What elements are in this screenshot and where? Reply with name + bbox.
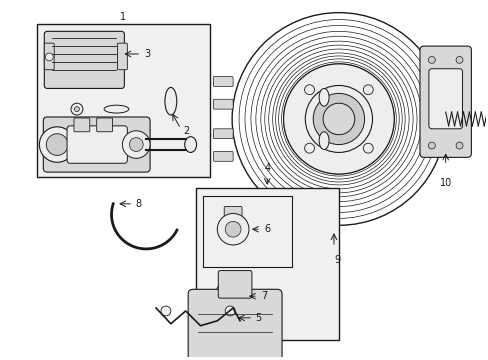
Text: 10: 10 bbox=[439, 178, 451, 188]
Text: 9: 9 bbox=[333, 255, 339, 265]
Circle shape bbox=[39, 127, 75, 162]
FancyBboxPatch shape bbox=[43, 117, 150, 172]
FancyBboxPatch shape bbox=[117, 43, 127, 70]
Text: 3: 3 bbox=[144, 49, 150, 59]
Circle shape bbox=[305, 85, 372, 152]
FancyBboxPatch shape bbox=[74, 118, 90, 132]
Text: 7: 7 bbox=[260, 291, 266, 301]
Circle shape bbox=[46, 134, 68, 156]
FancyBboxPatch shape bbox=[218, 271, 251, 298]
Circle shape bbox=[363, 143, 372, 153]
FancyBboxPatch shape bbox=[97, 118, 112, 132]
Circle shape bbox=[122, 131, 150, 158]
Circle shape bbox=[323, 103, 354, 135]
FancyBboxPatch shape bbox=[224, 207, 242, 219]
Circle shape bbox=[215, 278, 250, 314]
Bar bbox=[203, 196, 292, 267]
Circle shape bbox=[220, 283, 245, 309]
FancyBboxPatch shape bbox=[213, 77, 233, 86]
Text: 1: 1 bbox=[120, 12, 126, 22]
FancyBboxPatch shape bbox=[44, 31, 124, 89]
FancyBboxPatch shape bbox=[213, 129, 233, 139]
FancyBboxPatch shape bbox=[213, 152, 233, 161]
Bar bbox=[195, 188, 338, 341]
Circle shape bbox=[225, 306, 235, 316]
Text: 8: 8 bbox=[135, 199, 141, 209]
Ellipse shape bbox=[164, 87, 177, 115]
Ellipse shape bbox=[319, 89, 328, 106]
Circle shape bbox=[225, 221, 241, 237]
Circle shape bbox=[161, 306, 170, 316]
Ellipse shape bbox=[104, 105, 128, 113]
Circle shape bbox=[363, 85, 372, 95]
Circle shape bbox=[313, 93, 364, 145]
FancyBboxPatch shape bbox=[213, 99, 233, 109]
Circle shape bbox=[226, 289, 240, 303]
FancyBboxPatch shape bbox=[188, 289, 282, 360]
Text: 5: 5 bbox=[254, 313, 261, 323]
Circle shape bbox=[71, 103, 82, 115]
Ellipse shape bbox=[319, 132, 328, 149]
FancyBboxPatch shape bbox=[44, 43, 54, 70]
Bar bbox=[37, 24, 210, 177]
Circle shape bbox=[74, 107, 79, 112]
Ellipse shape bbox=[184, 137, 196, 152]
Text: 6: 6 bbox=[264, 224, 270, 234]
Text: 2: 2 bbox=[183, 126, 189, 136]
Circle shape bbox=[45, 53, 53, 61]
Circle shape bbox=[427, 142, 434, 149]
Circle shape bbox=[217, 213, 248, 245]
Circle shape bbox=[304, 143, 314, 153]
Circle shape bbox=[283, 64, 393, 174]
FancyBboxPatch shape bbox=[67, 126, 127, 163]
Circle shape bbox=[455, 57, 462, 63]
Circle shape bbox=[129, 138, 143, 152]
FancyBboxPatch shape bbox=[428, 69, 462, 129]
Text: 4: 4 bbox=[264, 163, 270, 173]
Circle shape bbox=[455, 142, 462, 149]
FancyBboxPatch shape bbox=[419, 46, 470, 157]
Circle shape bbox=[304, 85, 314, 95]
Circle shape bbox=[427, 57, 434, 63]
